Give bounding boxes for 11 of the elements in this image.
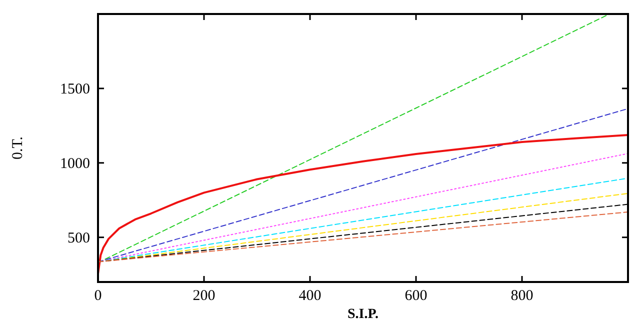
y-axis-title: 0.T.	[10, 136, 26, 160]
line-series	[98, 134, 628, 275]
x-tick-label: 0	[94, 288, 102, 304]
x-tick-label: 200	[192, 288, 216, 304]
x-tick-label: 400	[298, 288, 322, 304]
x-tick-label: 600	[404, 288, 428, 304]
x-tick-label: 800	[510, 288, 534, 304]
y-tick-label: 1000	[60, 156, 90, 172]
x-axis-title: S.I.P.	[347, 307, 379, 322]
y-tick-label: 500	[68, 230, 90, 247]
y-tick-label: 1500	[60, 82, 90, 98]
